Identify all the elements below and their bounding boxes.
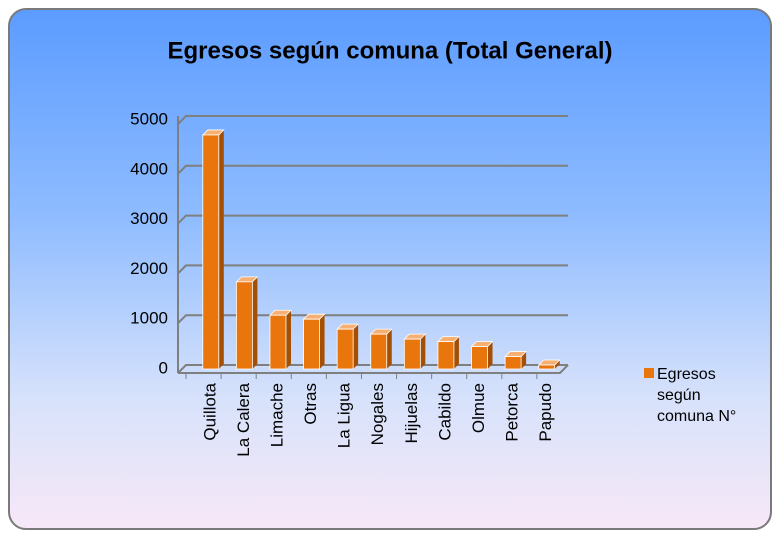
grid-line xyxy=(177,264,568,275)
x-tick-label: La Calera xyxy=(234,382,253,456)
x-tick-label: Quillota xyxy=(200,382,219,440)
bar xyxy=(538,364,556,370)
x-tick-label: Petorca xyxy=(503,382,522,441)
y-tick-label: 3000 xyxy=(130,209,168,228)
x-tick-label: Papudo xyxy=(536,383,555,442)
bar xyxy=(202,134,220,370)
bar-side xyxy=(554,360,560,369)
bar xyxy=(303,318,320,370)
bar xyxy=(403,338,421,370)
bar-side xyxy=(285,310,291,369)
x-tick-label: La Ligua xyxy=(335,382,354,448)
bar xyxy=(471,346,488,370)
bar xyxy=(269,314,287,370)
bar xyxy=(504,356,522,370)
y-tick-label: 4000 xyxy=(130,159,168,178)
bar-side xyxy=(252,276,258,369)
y-tick-label: 1000 xyxy=(130,309,168,328)
bar xyxy=(370,333,388,370)
bar-side xyxy=(353,324,359,369)
x-tick-label: Otras xyxy=(301,383,320,425)
bar xyxy=(437,341,455,370)
bar-side xyxy=(487,341,493,369)
x-tick-label: Limache xyxy=(267,383,286,447)
chart-frame xyxy=(8,8,772,530)
bar-side xyxy=(453,336,459,369)
grid-line xyxy=(177,214,568,225)
floor-line xyxy=(178,364,569,374)
x-tick-label: Hijuelas xyxy=(402,383,421,443)
bar-side xyxy=(386,329,392,369)
legend-label: Egresos según comuna N° xyxy=(657,366,737,425)
x-tick-label: Nogales xyxy=(368,383,387,445)
x-tick-label: Olmue xyxy=(469,383,488,433)
grid-line xyxy=(177,115,568,125)
legend-key xyxy=(644,368,654,378)
y-tick-label: 2000 xyxy=(130,259,168,278)
x-tick-label: Cabildo xyxy=(435,383,454,441)
bar-side xyxy=(521,351,527,369)
bar xyxy=(235,281,253,370)
bar xyxy=(336,328,354,370)
y-tick-label: 0 xyxy=(159,358,168,377)
grid-line xyxy=(177,314,568,324)
bar-side xyxy=(218,129,224,369)
grid-line xyxy=(177,164,568,175)
bar-side xyxy=(319,314,325,369)
y-tick-label: 5000 xyxy=(130,109,168,128)
chart-title: Egresos según comuna (Total General) xyxy=(168,37,613,64)
bar-side xyxy=(420,334,426,369)
